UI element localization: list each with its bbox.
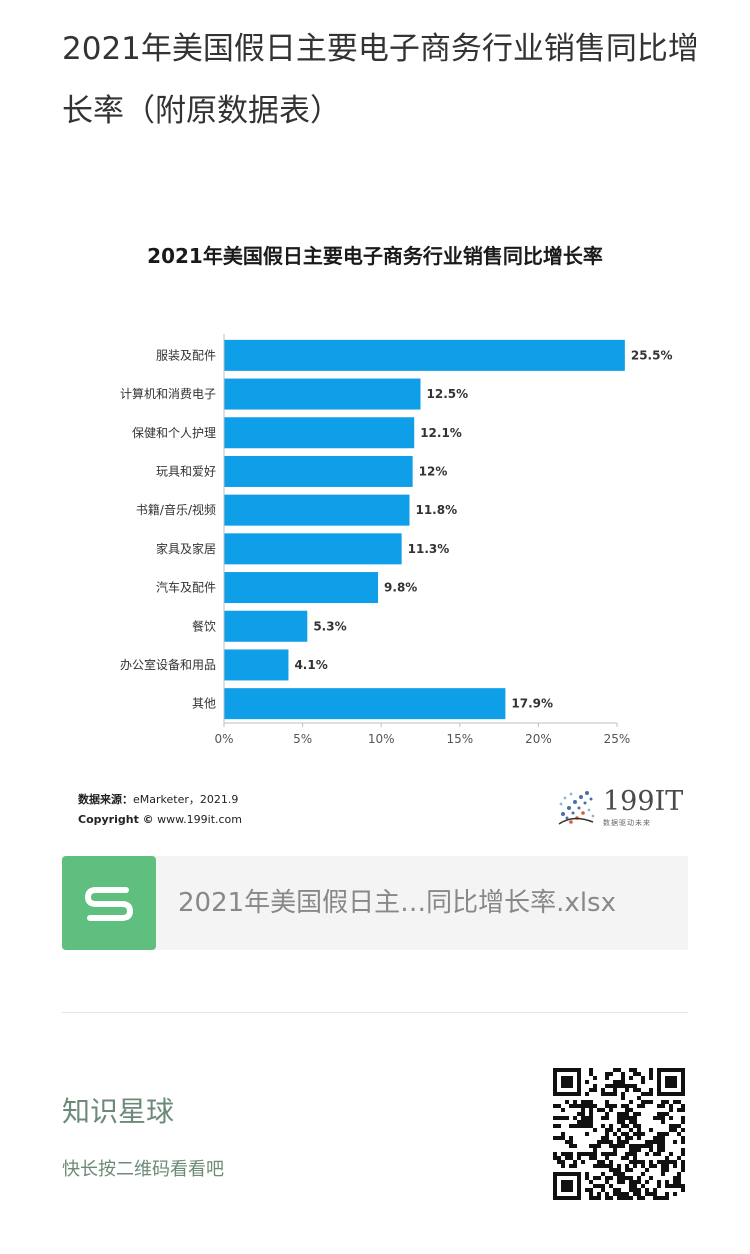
bar: [224, 339, 625, 371]
bar: [224, 417, 415, 449]
category-label: 书籍/音乐/视频: [136, 502, 216, 517]
bar: [224, 572, 379, 604]
x-tick-label: 20%: [525, 732, 552, 746]
bar: [224, 533, 402, 565]
data-label: 17.9%: [511, 697, 553, 711]
bar: [224, 455, 413, 487]
article-title: 2021年美国假日主要电子商务行业销售同比增长率（附原数据表）: [62, 31, 699, 129]
x-tick-label: 0%: [214, 732, 233, 746]
logo-mark-icon: [558, 791, 595, 825]
source-text: eMarketer，2021.9: [133, 793, 239, 806]
category-label: 其他: [192, 697, 216, 711]
199it-logo: 199IT 数据驱动未来: [553, 784, 693, 830]
bar: [224, 688, 506, 720]
file-name[interactable]: 2021年美国假日主…同比增长率.xlsx: [178, 888, 616, 918]
copyright-site: www.199it.com: [157, 813, 243, 826]
logo-tagline: 数据驱动未来: [603, 819, 651, 827]
data-label: 9.8%: [384, 581, 417, 595]
data-label: 12.1%: [420, 426, 462, 440]
data-label: 11.8%: [415, 503, 457, 517]
copyright-label: Copyright ©: [78, 813, 154, 826]
bar-chart: 服装及配件 25.5% 计算机和消费电子 12.5% 保健和个人护理 12.1% 玩具和爱好…: [120, 334, 673, 746]
bar: [224, 378, 421, 410]
bar: [224, 649, 289, 681]
data-label: 5.3%: [313, 619, 346, 633]
data-label: 25.5%: [631, 348, 673, 362]
data-label: 12%: [419, 464, 448, 478]
category-label: 餐饮: [192, 618, 216, 633]
logo-text: 199IT: [603, 786, 684, 817]
bar: [224, 494, 410, 526]
spreadsheet-s-icon: [62, 856, 156, 950]
x-tick-label: 5%: [293, 732, 312, 746]
category-label: 办公室设备和用品: [120, 657, 216, 672]
source-note: 数据来源：eMarketer，2021.9 Copyright © www.19…: [78, 790, 242, 830]
x-tick-label: 15%: [446, 732, 473, 746]
category-label: 汽车及配件: [156, 580, 216, 595]
category-label: 保健和个人护理: [132, 426, 216, 440]
category-label: 家具及家居: [156, 541, 216, 556]
data-label: 11.3%: [408, 542, 450, 556]
file-attachment[interactable]: 2021年美国假日主…同比增长率.xlsx: [62, 856, 688, 950]
knowledge-planet-title: 知识星球: [62, 1095, 175, 1128]
category-label: 玩具和爱好: [156, 464, 216, 478]
knowledge-planet-subtitle: 快长按二维码看看吧: [62, 1159, 224, 1180]
x-tick-label: 10%: [368, 732, 395, 746]
data-label: 4.1%: [294, 658, 327, 672]
source-label: 数据来源：: [78, 793, 133, 806]
data-label: 12.5%: [427, 387, 469, 401]
divider: [62, 1012, 688, 1013]
category-label: 服装及配件: [156, 348, 216, 362]
bar: [224, 610, 308, 642]
qr-code-icon[interactable]: [553, 1068, 685, 1200]
x-tick-label: 25%: [604, 732, 631, 746]
chart-title: 2021年美国假日主要电子商务行业销售同比增长率: [147, 244, 603, 268]
category-label: 计算机和消费电子: [120, 386, 216, 401]
